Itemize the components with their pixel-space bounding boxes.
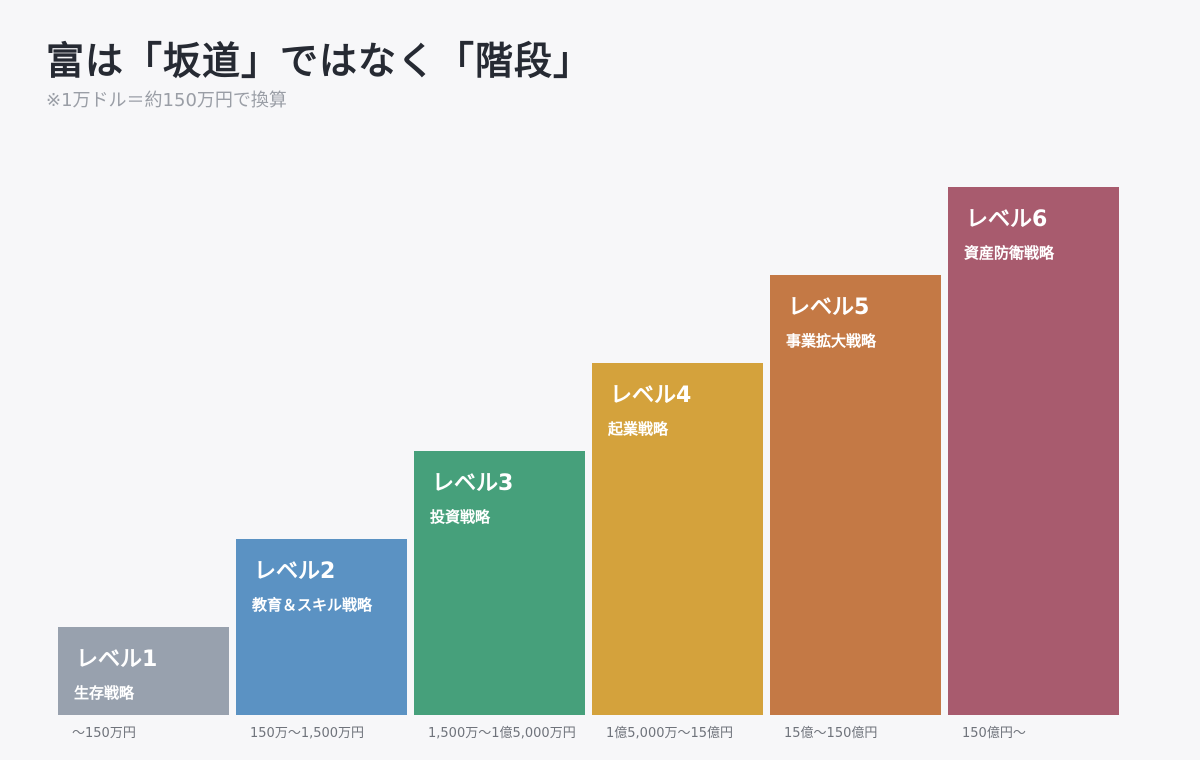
bar-strategy-label: 教育＆スキル戦略 bbox=[252, 596, 373, 614]
bar-strategy-label: 投資戦略 bbox=[430, 508, 491, 526]
page-title: 富は「坂道」ではなく「階段」 bbox=[46, 39, 593, 83]
range-label-level-5: 15億〜150億円 bbox=[784, 726, 878, 741]
range-label-level-3: 1,500万〜1億5,000万円 bbox=[428, 726, 576, 741]
range-label-level-6: 150億円〜 bbox=[962, 726, 1026, 741]
page-subtitle: ※1万ドル＝約150万円で換算 bbox=[46, 90, 287, 111]
bar-level-6: レベル6 資産防衛戦略 bbox=[948, 187, 1119, 715]
range-label-level-2: 150万〜1,500万円 bbox=[250, 726, 365, 741]
bar-level-1: レベル1 生存戦略 bbox=[58, 627, 229, 715]
bar-strategy-label: 生存戦略 bbox=[74, 684, 135, 702]
bar-level-5: レベル5 事業拡大戦略 bbox=[770, 275, 941, 715]
bar-level-label: レベル2 bbox=[254, 559, 336, 584]
bar-strategy-label: 起業戦略 bbox=[608, 420, 669, 438]
bar-level-2: レベル2 教育＆スキル戦略 bbox=[236, 539, 407, 715]
bar-level-4: レベル4 起業戦略 bbox=[592, 363, 763, 715]
range-label-level-4: 1億5,000万〜15億円 bbox=[606, 726, 734, 741]
bar-level-label: レベル6 bbox=[966, 207, 1048, 232]
bar-strategy-label: 資産防衛戦略 bbox=[964, 244, 1055, 262]
bar-level-label: レベル3 bbox=[432, 471, 514, 496]
bar-level-3: レベル3 投資戦略 bbox=[414, 451, 585, 715]
bar-level-label: レベル5 bbox=[788, 295, 870, 320]
bar-level-label: レベル4 bbox=[610, 383, 692, 408]
range-label-level-1: 〜150万円 bbox=[72, 726, 136, 741]
bar-level-label: レベル1 bbox=[76, 647, 158, 672]
bar-strategy-label: 事業拡大戦略 bbox=[786, 332, 877, 350]
